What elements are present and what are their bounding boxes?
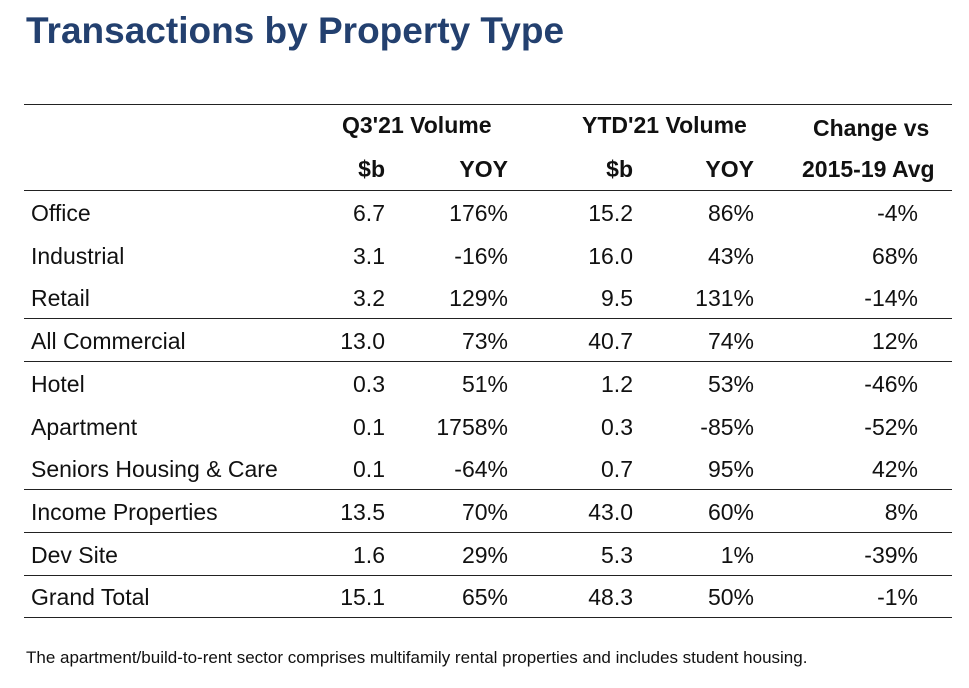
header-change-vs: Change vs [813,115,930,141]
change-vs-avg-cell: -4% [877,200,918,226]
ytd-yoy-cell: 131% [695,285,754,311]
q3-yoy-cell: 1758% [436,414,508,440]
header-ytd-sb: $b [606,156,633,182]
rule-after-income [24,532,952,533]
ytd-yoy-cell: 86% [707,200,754,226]
row-label: Apartment [31,414,138,440]
row-label: Seniors Housing & Care [31,456,278,482]
ytd-yoy-cell: 53% [707,371,754,397]
q3-yoy-cell: -64% [454,456,508,482]
table-top-rule [24,104,952,105]
row-label: Income Properties [31,499,218,525]
ytd-yoy-cell: 1% [720,542,754,568]
q3-volume-cell: 0.1 [353,414,385,440]
ytd-yoy-cell: 50% [707,584,754,610]
header-q3-volume: Q3'21 Volume [342,112,492,138]
table-bottom-rule [24,617,952,618]
ytd-yoy-cell: -85% [700,414,754,440]
change-vs-avg-cell: -52% [864,414,918,440]
q3-volume-cell: 3.1 [353,243,385,269]
ytd-volume-cell: 1.2 [601,371,633,397]
rule-after-retail [24,318,952,319]
change-vs-avg-cell: 42% [871,456,918,482]
change-vs-avg-cell: -46% [864,371,918,397]
row-label: Grand Total [31,584,150,610]
q3-volume-cell: 13.0 [340,328,385,354]
q3-volume-cell: 3.2 [353,285,385,311]
rule-after-seniors [24,489,952,490]
q3-volume-cell: 0.3 [353,371,385,397]
ytd-volume-cell: 5.3 [601,542,633,568]
change-vs-avg-cell: -1% [877,584,918,610]
ytd-yoy-cell: 74% [707,328,754,354]
q3-yoy-cell: -16% [454,243,508,269]
row-label: Hotel [31,371,85,397]
q3-volume-cell: 1.6 [353,542,385,568]
ytd-volume-cell: 40.7 [588,328,633,354]
ytd-volume-cell: 43.0 [588,499,633,525]
change-vs-avg-cell: 68% [871,243,918,269]
ytd-yoy-cell: 95% [707,456,754,482]
ytd-volume-cell: 16.0 [588,243,633,269]
ytd-volume-cell: 9.5 [601,285,633,311]
q3-yoy-cell: 73% [461,328,508,354]
row-label: Office [31,200,91,226]
change-vs-avg-cell: 12% [871,328,918,354]
change-vs-avg-cell: 8% [884,499,918,525]
row-label: All Commercial [31,328,186,354]
ytd-yoy-cell: 43% [707,243,754,269]
footnote: The apartment/build-to-rent sector compr… [26,648,808,667]
ytd-yoy-cell: 60% [707,499,754,525]
header-2015-19-avg: 2015-19 Avg [802,156,935,182]
page-title: Transactions by Property Type [26,10,565,51]
change-vs-avg-cell: -39% [864,542,918,568]
ytd-volume-cell: 15.2 [588,200,633,226]
row-label: Industrial [31,243,125,269]
q3-yoy-cell: 70% [461,499,508,525]
row-label: Retail [31,285,90,311]
q3-volume-cell: 15.1 [340,584,385,610]
rule-after-dev-site [24,575,952,576]
q3-yoy-cell: 176% [449,200,508,226]
q3-yoy-cell: 29% [461,542,508,568]
header-q3-sb: $b [358,156,385,182]
ytd-volume-cell: 48.3 [588,584,633,610]
change-vs-avg-cell: -14% [864,285,918,311]
q3-yoy-cell: 51% [461,371,508,397]
rule-after-all-commercial [24,361,952,362]
q3-volume-cell: 13.5 [340,499,385,525]
q3-volume-cell: 0.1 [353,456,385,482]
q3-yoy-cell: 129% [449,285,508,311]
q3-yoy-cell: 65% [461,584,508,610]
ytd-volume-cell: 0.3 [601,414,633,440]
header-bottom-rule [24,190,952,191]
row-label: Dev Site [31,542,118,568]
header-ytd-volume: YTD'21 Volume [582,112,747,138]
header-ytd-yoy: YOY [705,156,754,182]
q3-volume-cell: 6.7 [353,200,385,226]
ytd-volume-cell: 0.7 [601,456,633,482]
header-q3-yoy: YOY [459,156,508,182]
